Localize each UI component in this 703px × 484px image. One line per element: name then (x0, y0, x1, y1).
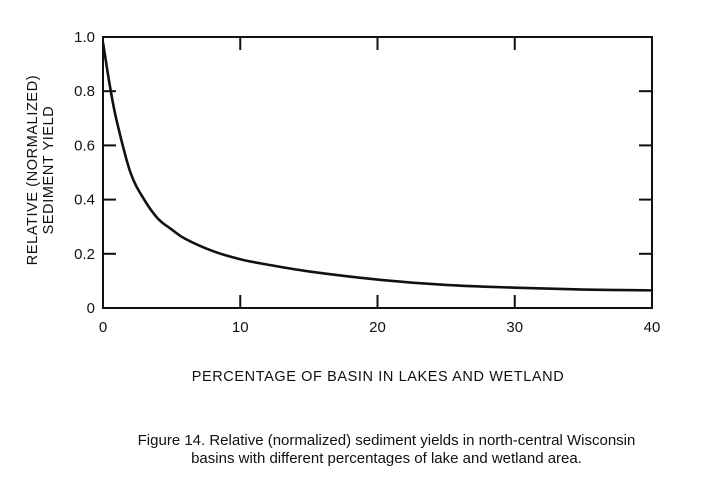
x-tick-label: 10 (232, 319, 249, 336)
y-tick-label: 0.2 (74, 246, 95, 263)
caption-line-1: Figure 14. Relative (normalized) sedimen… (137, 432, 636, 449)
x-tick-label: 20 (369, 319, 386, 336)
plot-frame (102, 36, 653, 309)
plot-border (102, 36, 653, 309)
axis-ticks (103, 37, 652, 308)
series-line-sediment-yield (101, 42, 653, 292)
x-tick-label: 30 (506, 319, 523, 336)
y-axis-label-line1: RELATIVE (NORMALIZED) (25, 75, 41, 265)
caption-line-2: basins with different percentages of lak… (191, 450, 582, 467)
x-axis-label: PERCENTAGE OF BASIN IN LAKES AND WETLAND (192, 369, 565, 385)
y-tick-label: 0 (87, 300, 95, 317)
figure-caption: Figure 14. Relative (normalized) sedimen… (0, 432, 703, 468)
y-tick-label: 1.0 (74, 29, 95, 46)
x-tick-label: 40 (644, 319, 661, 336)
y-axis-label-line2: SEDIMENT YIELD (41, 106, 57, 235)
y-tick-label: 0.8 (74, 83, 95, 100)
y-tick-label: 0.6 (74, 137, 95, 154)
x-tick-label: 0 (99, 319, 107, 336)
y-tick-label: 0.4 (74, 192, 95, 209)
